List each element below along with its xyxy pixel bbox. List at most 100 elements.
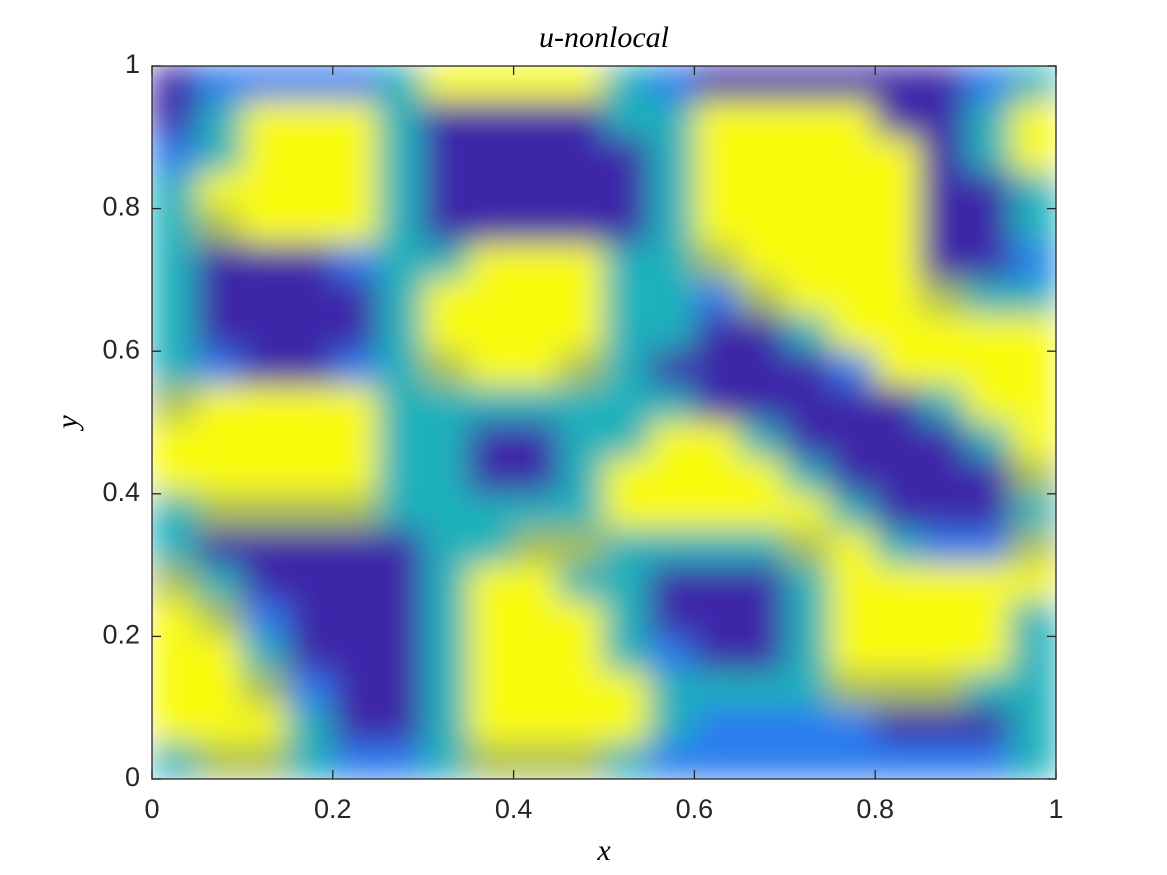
heatmap-cell [829, 279, 876, 317]
heatmap-cell [965, 742, 1012, 779]
heatmap-cell [829, 564, 876, 602]
heatmap-cell [513, 635, 560, 673]
heatmap-cell [241, 172, 289, 210]
heatmap-cell [603, 528, 650, 566]
heatmap-cell [919, 600, 967, 637]
heatmap-cell [196, 493, 243, 530]
heatmap-cell [1010, 101, 1056, 138]
heatmap-cell [241, 386, 289, 423]
chart-title: u-nonlocal [539, 21, 669, 54]
heatmap-cell [874, 600, 921, 637]
heatmap-cell [829, 671, 876, 709]
heatmap-cell [739, 315, 786, 352]
heatmap-cell [287, 315, 334, 352]
heatmap-cell [422, 315, 469, 352]
heatmap-cell [152, 243, 198, 281]
heatmap-cell [965, 600, 1012, 637]
heatmap-cell [241, 66, 289, 103]
x-tick-label: 0.8 [856, 794, 894, 824]
heatmap-cell [603, 172, 650, 210]
heatmap-cell [287, 136, 334, 174]
heatmap-cell [1010, 564, 1056, 602]
heatmap-cell [603, 66, 650, 103]
heatmap-cell [467, 493, 515, 530]
heatmap-cell [467, 422, 515, 459]
heatmap-cell [513, 707, 560, 744]
heatmap-cell [829, 422, 876, 459]
heatmap-cell [467, 279, 515, 317]
heatmap-cell [513, 671, 560, 709]
heatmap-cell [784, 742, 831, 779]
heatmap-cell [513, 172, 560, 210]
heatmap-cell [422, 564, 469, 602]
heatmap-cell [422, 600, 469, 637]
heatmap-cell [648, 600, 695, 637]
heatmap-cell [332, 243, 379, 281]
heatmap-cell [829, 386, 876, 423]
heatmap-cell [558, 528, 605, 566]
heatmap-cell [874, 279, 921, 317]
heatmap-cell [693, 172, 741, 210]
y-tick-label: 0 [125, 762, 140, 792]
y-tick-label: 0.8 [102, 192, 140, 222]
heatmap-cell [196, 671, 243, 709]
heatmap-cell [196, 635, 243, 673]
heatmap-cell [513, 600, 560, 637]
heatmap-cell [648, 101, 695, 138]
heatmap-cell [152, 422, 198, 459]
heatmap-cell [467, 600, 515, 637]
heatmap-cell [693, 66, 741, 103]
y-tick-label: 0.2 [102, 620, 140, 650]
heatmap-cell [829, 101, 876, 138]
heatmap-cell [287, 564, 334, 602]
heatmap-cell [739, 243, 786, 281]
heatmap-cell [377, 671, 424, 709]
heatmap-cell [784, 707, 831, 744]
heatmap-cell [332, 422, 379, 459]
heatmap-cell [513, 493, 560, 530]
heatmap-cell [874, 136, 921, 174]
heatmap-cell [784, 422, 831, 459]
heatmap-cell [693, 422, 741, 459]
heatmap-cell [1010, 635, 1056, 673]
heatmap-cell [332, 315, 379, 352]
heatmap-cell [558, 493, 605, 530]
plot-area [152, 66, 1056, 779]
heatmap-cell [784, 564, 831, 602]
heatmap-cell [152, 600, 198, 637]
heatmap-cell [965, 315, 1012, 352]
heatmap-cell [739, 66, 786, 103]
heatmap-cell [558, 66, 605, 103]
heatmap-cell [784, 635, 831, 673]
heatmap-cell [152, 279, 198, 317]
heatmap-cell [1010, 386, 1056, 423]
heatmap-cell [693, 279, 741, 317]
heatmap-cell [965, 66, 1012, 103]
heatmap-cell [965, 422, 1012, 459]
heatmap-cell [874, 315, 921, 352]
heatmap-cell [287, 350, 334, 388]
heatmap-cell [919, 422, 967, 459]
heatmap-cell [287, 707, 334, 744]
y-tick-label: 0.6 [102, 334, 140, 364]
heatmap-cell [377, 422, 424, 459]
heatmap-cell [241, 350, 289, 388]
heatmap-cell [739, 350, 786, 388]
heatmap-cell [422, 243, 469, 281]
heatmap-cell [196, 136, 243, 174]
heatmap-cell [152, 493, 198, 530]
heatmap-cell [196, 707, 243, 744]
heatmap-cell [152, 350, 198, 388]
heatmap-cell [919, 172, 967, 210]
heatmap-cell [693, 742, 741, 779]
heatmap-cell [467, 528, 515, 566]
heatmap-cell [919, 136, 967, 174]
heatmap-cell [693, 243, 741, 281]
heatmap-cell [874, 386, 921, 423]
heatmap-cell [377, 172, 424, 210]
heatmap-cell [648, 564, 695, 602]
heatmap-cell [287, 386, 334, 423]
heatmap-cell [241, 564, 289, 602]
heatmap-cell [467, 208, 515, 245]
heatmap-cell [377, 279, 424, 317]
